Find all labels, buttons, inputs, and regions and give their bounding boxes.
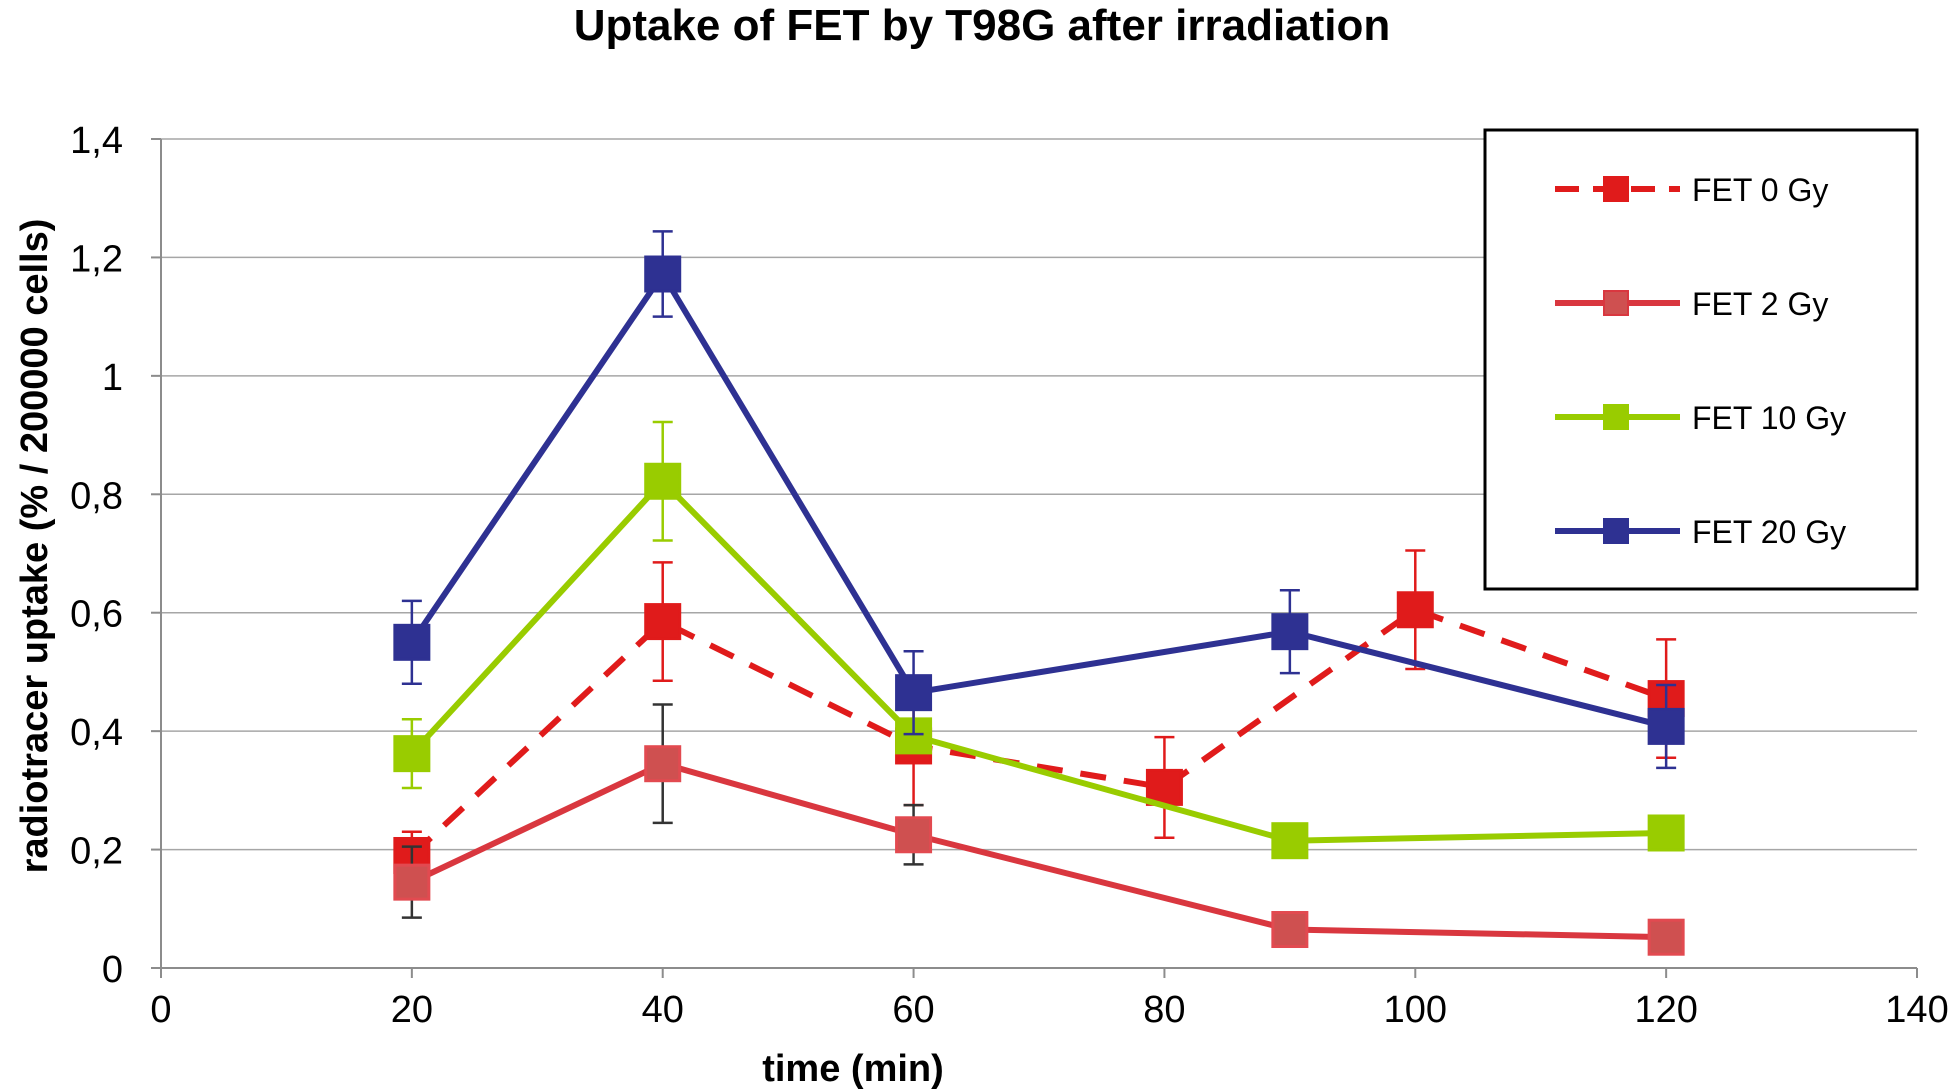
- plot-area-border: [160, 139, 1917, 969]
- x-tick-label-0: 0: [150, 989, 171, 1031]
- x-tick-label-3: 60: [892, 989, 934, 1031]
- legend-label-fet-2-gy: FET 2 Gy: [1692, 286, 1828, 322]
- legend-item-fet-2-gy: FET 2 Gy: [1555, 286, 1828, 322]
- legend: FET 0 Gy FET 2 Gy FET 10 Gy FET 20 Gy: [1483, 128, 1919, 591]
- point-fet-0-gy-1: [644, 603, 682, 641]
- point-fet-20-gy-4: [1647, 707, 1685, 745]
- y-tick-label-0: 0: [102, 949, 123, 991]
- point-fet-10-gy-3: [1271, 822, 1309, 860]
- legend-label-fet-0-gy: FET 0 Gy: [1692, 172, 1828, 208]
- x-tick-label-6: 120: [1634, 989, 1697, 1031]
- y-tick-label-6: 1,2: [70, 238, 123, 280]
- legend-marker-fet-20-gy: [1603, 518, 1629, 544]
- point-fet-10-gy-4: [1647, 814, 1685, 852]
- point-fet-20-gy-1: [644, 255, 682, 293]
- legend-marker-fet-2-gy: [1603, 290, 1629, 316]
- legend-marker-fet-10-gy: [1603, 404, 1629, 430]
- point-fet-2-gy-4: [1647, 918, 1685, 956]
- series-fet-2-gy: [393, 703, 1685, 956]
- x-tick-label-5: 100: [1384, 989, 1447, 1031]
- legend-label-fet-10-gy: FET 10 Gy: [1692, 400, 1846, 436]
- y-tick-label-5: 1: [102, 357, 123, 399]
- legend-label-fet-20-gy: FET 20 Gy: [1692, 514, 1846, 550]
- x-tick-label-7: 140: [1885, 989, 1948, 1031]
- y-axis-label: radiotracer uptake (% / 200000 cells): [14, 219, 56, 874]
- y-tick-label-7: 1,4: [70, 120, 123, 162]
- x-tick-label-2: 40: [642, 989, 684, 1031]
- legend-items: FET 0 Gy FET 2 Gy FET 10 Gy FET 20 Gy: [1555, 172, 1846, 550]
- series-fet-0-gy: [393, 549, 1685, 881]
- point-fet-10-gy-1: [644, 462, 682, 500]
- legend-item-fet-10-gy: FET 10 Gy: [1555, 400, 1846, 436]
- point-fet-20-gy-2: [895, 674, 933, 712]
- point-fet-2-gy-3: [1271, 911, 1309, 949]
- legend-item-fet-0-gy: FET 0 Gy: [1555, 172, 1828, 208]
- point-fet-0-gy-4: [1396, 591, 1434, 629]
- x-tick-label-4: 80: [1143, 989, 1185, 1031]
- series-line-fet-20-gy: [409, 271, 1667, 730]
- horizontal-gridlines: [161, 138, 1917, 851]
- point-fet-10-gy-0: [393, 735, 431, 773]
- y-tick-label-4: 0,8: [70, 475, 123, 517]
- series-line-fet-10-gy: [409, 478, 1667, 844]
- series-layer: [393, 230, 1685, 956]
- x-axis-ticks: 0 20 40 60 80 100 120 140: [150, 968, 1949, 1031]
- point-fet-2-gy-2: [895, 816, 933, 854]
- y-tick-label-2: 0,4: [70, 712, 123, 754]
- series-line-fet-2-gy: [410, 760, 1667, 941]
- point-fet-2-gy-1: [644, 745, 682, 783]
- x-tick-label-1: 20: [391, 989, 433, 1031]
- y-tick-label-1: 0,2: [70, 831, 123, 873]
- y-axis-ticks: 0 0,2 0,4 0,6 0,8 1 1,2 1,4: [70, 120, 161, 991]
- legend-marker-fet-0-gy: [1603, 176, 1629, 202]
- legend-box: [1483, 128, 1919, 591]
- chart-title: Uptake of FET by T98G after irradiation: [574, 1, 1391, 50]
- legend-item-fet-20-gy: FET 20 Gy: [1555, 514, 1846, 550]
- point-fet-0-gy-3: [1145, 768, 1183, 806]
- point-fet-20-gy-0: [393, 623, 431, 661]
- series-fet-20-gy: [393, 230, 1685, 770]
- x-axis-label: time (min): [762, 1048, 944, 1090]
- point-fet-2-gy-0: [393, 863, 431, 901]
- y-tick-label-3: 0,6: [70, 594, 123, 636]
- series-line-fet-0-gy: [409, 606, 1668, 858]
- point-fet-20-gy-3: [1271, 613, 1309, 651]
- series-fet-10-gy: [393, 420, 1685, 860]
